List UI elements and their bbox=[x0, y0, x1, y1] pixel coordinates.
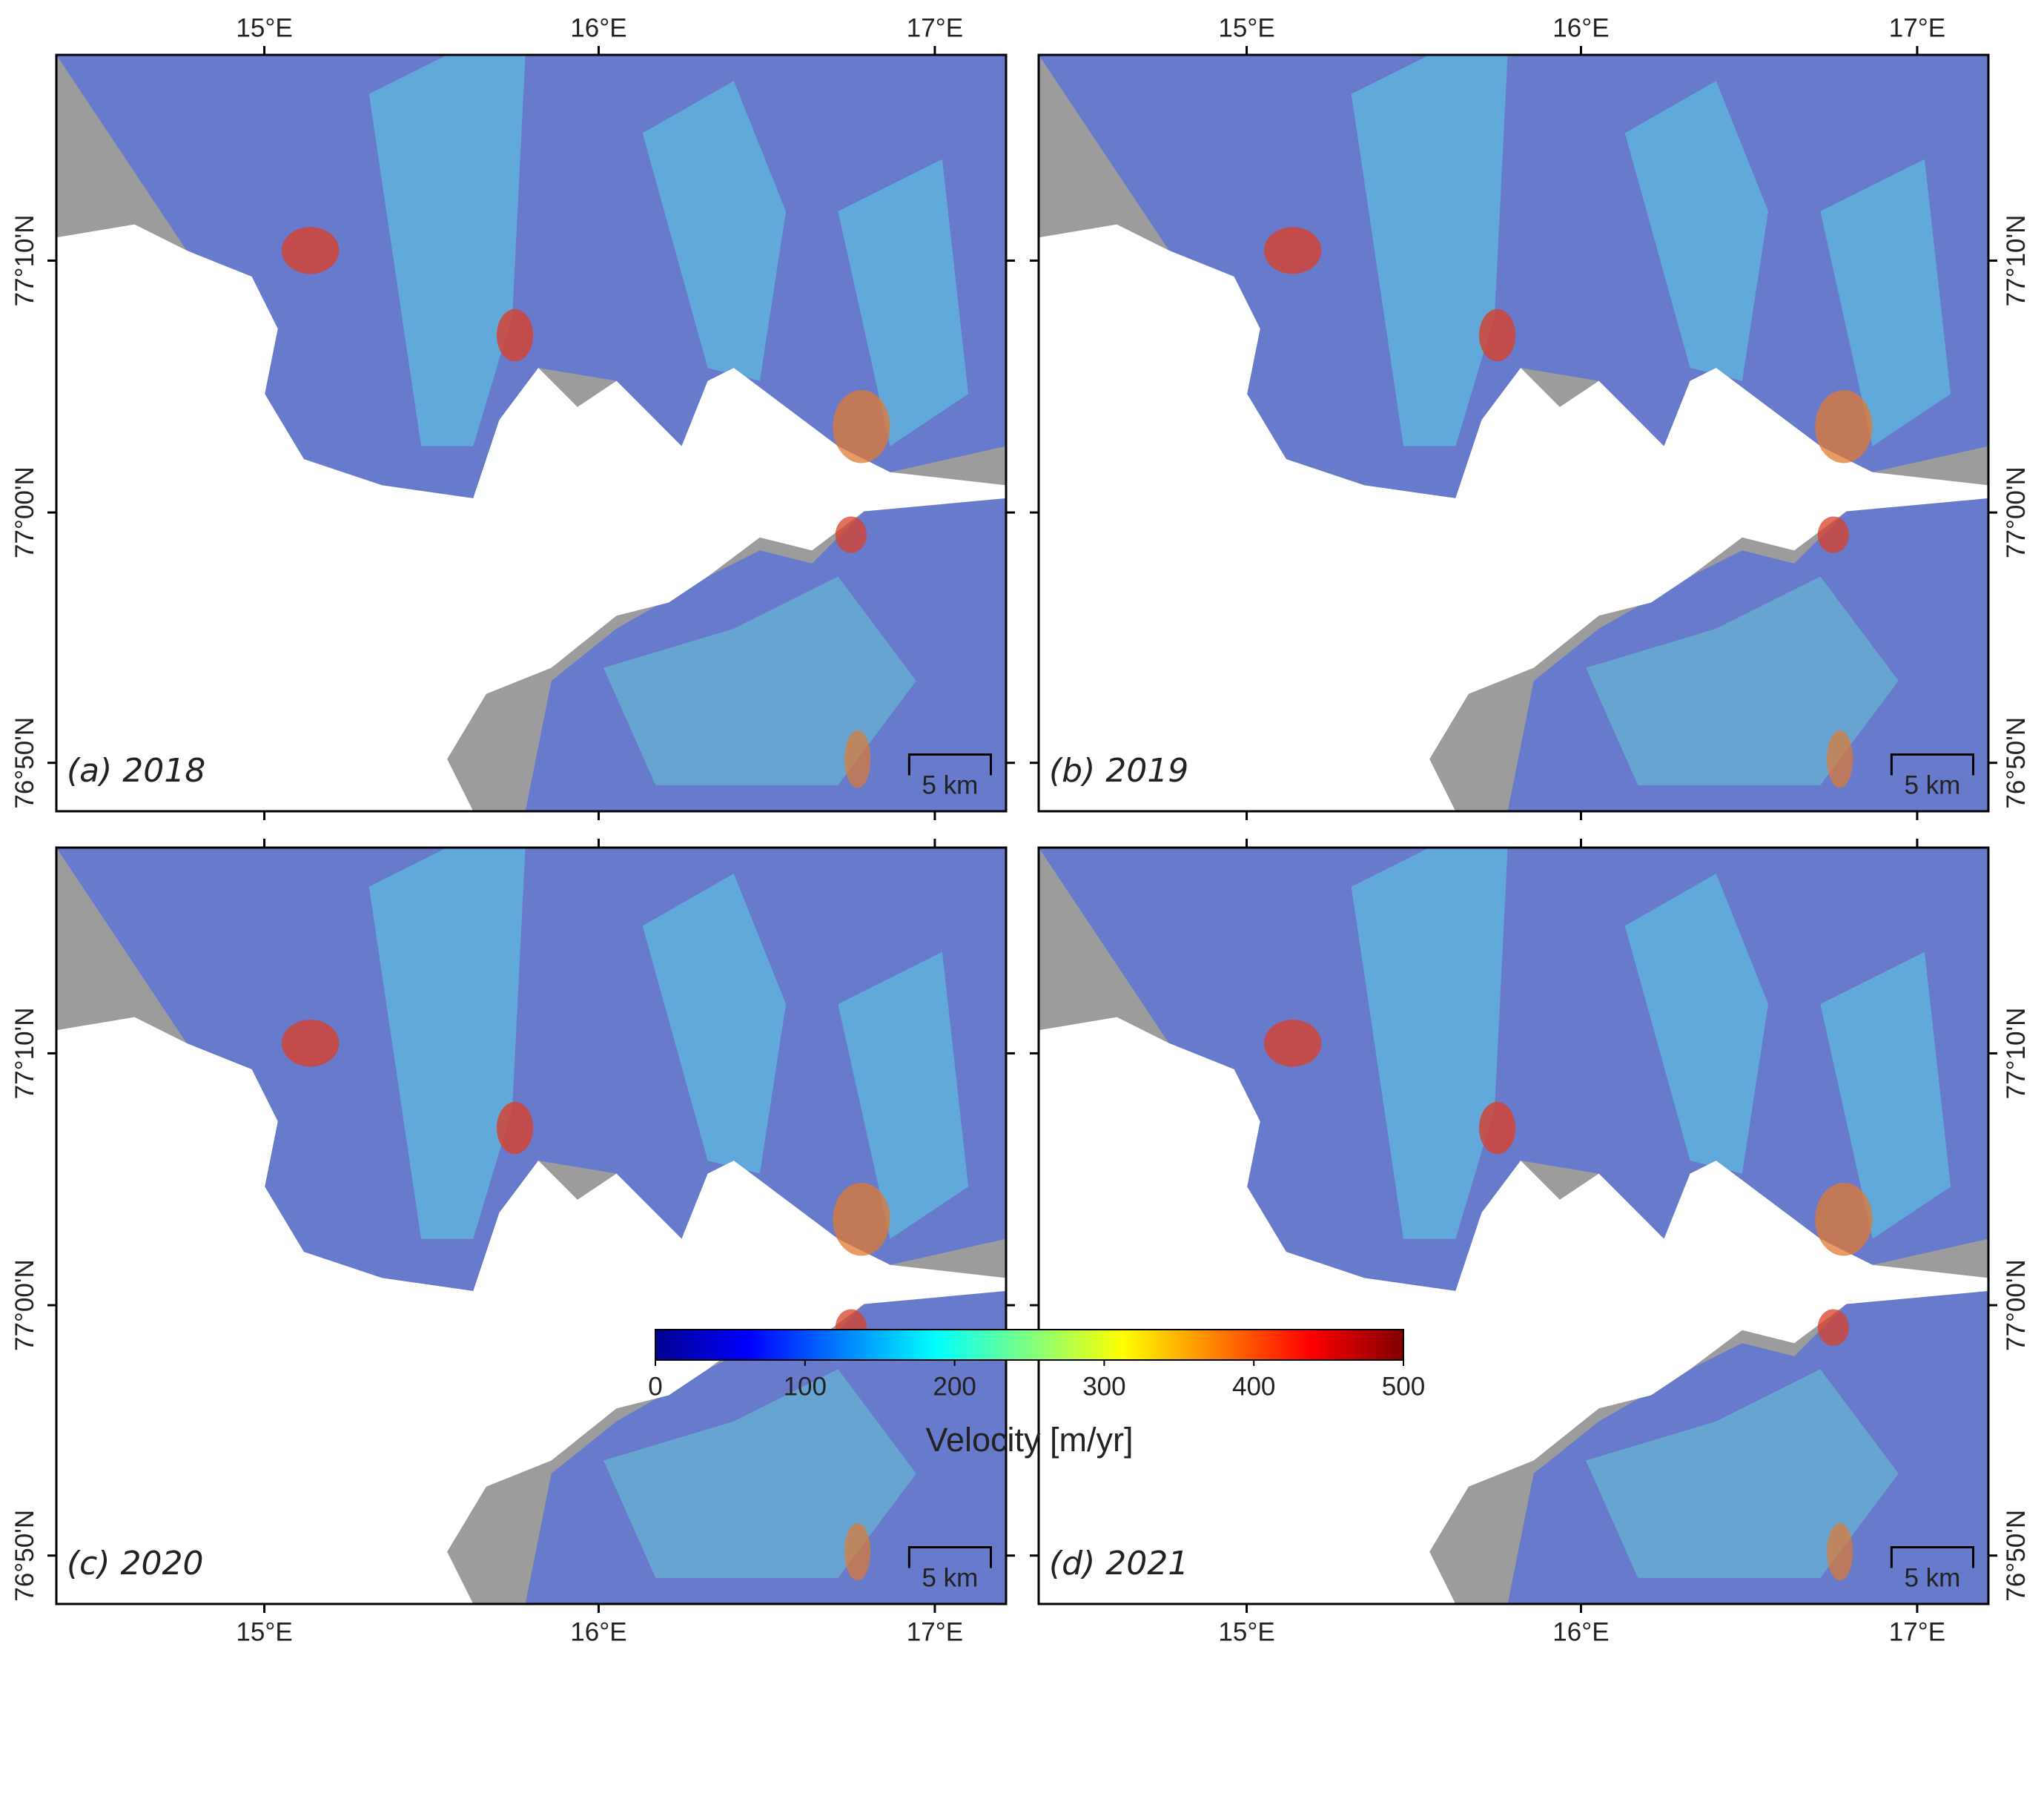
lat-label: 77°10'N bbox=[10, 215, 39, 307]
lon-label: 17°E bbox=[907, 13, 963, 42]
lat-label: 77°00'N bbox=[2002, 1259, 2031, 1351]
panel-frame bbox=[55, 53, 1008, 813]
colorbar bbox=[655, 1329, 1404, 1361]
lat-label: 76°50'N bbox=[10, 717, 39, 809]
lon-label: 15°E bbox=[1218, 13, 1274, 42]
panel-frame bbox=[1037, 846, 1990, 1605]
scale-bar bbox=[907, 1546, 992, 1568]
lat-label: 77°00'N bbox=[10, 466, 39, 558]
panel-label: (d) 2021 bbox=[1049, 1545, 1188, 1582]
map-panel: 15°E 16°E 17°E 77°10'N 77°00'N 76°50'N (b) 201… bbox=[1030, 13, 2031, 820]
map-image bbox=[1039, 848, 1988, 1604]
lat-label: 76°50'N bbox=[2002, 1510, 2031, 1602]
colorbar-tick-label: 300 bbox=[1082, 1372, 1125, 1401]
map-panel: 15°E 16°E 17°E 77°10'N 77°00'N 76°50'N (c) 202… bbox=[10, 839, 1015, 1646]
colorbar-tick-label: 0 bbox=[648, 1372, 662, 1401]
scale-label: 5 km bbox=[922, 1564, 978, 1593]
scale-bar bbox=[1890, 1546, 1974, 1568]
scale-label: 5 km bbox=[1904, 1564, 1960, 1593]
lat-label: 77°10'N bbox=[2002, 215, 2031, 307]
scale-bar bbox=[907, 753, 992, 776]
lon-label: 17°E bbox=[907, 1617, 963, 1646]
lat-label: 76°50'N bbox=[2002, 717, 2031, 809]
map-panel: 15°E 16°E 17°E 77°10'N 77°00'N 76°50'N (a) 201… bbox=[10, 13, 1015, 820]
lat-label: 77°00'N bbox=[2002, 466, 2031, 558]
panel-label: (b) 2019 bbox=[1049, 752, 1188, 790]
colorbar-tick-label: 200 bbox=[933, 1372, 976, 1401]
panel-label: (a) 2018 bbox=[67, 752, 205, 790]
map-image bbox=[1039, 55, 1988, 811]
lat-label: 77°10'N bbox=[10, 1008, 39, 1100]
lon-label: 17°E bbox=[1889, 1617, 1945, 1646]
lon-label: 15°E bbox=[236, 13, 292, 42]
panel-frame bbox=[1037, 53, 1990, 813]
map-image bbox=[56, 848, 1006, 1604]
panel-frame bbox=[55, 846, 1008, 1605]
scale-bar bbox=[1890, 753, 1974, 776]
colorbar-label: Velocity [m/yr] bbox=[925, 1421, 1133, 1459]
lat-label: 76°50'N bbox=[10, 1510, 39, 1602]
colorbar-tick-label: 100 bbox=[784, 1372, 827, 1401]
colorbar-tick-label: 500 bbox=[1382, 1372, 1425, 1401]
lat-label: 77°10'N bbox=[2002, 1008, 2031, 1100]
lon-label: 15°E bbox=[236, 1617, 292, 1646]
lon-label: 16°E bbox=[1552, 1617, 1609, 1646]
scale-label: 5 km bbox=[1904, 771, 1960, 800]
lon-label: 15°E bbox=[1218, 1617, 1274, 1646]
lon-label: 16°E bbox=[570, 13, 626, 42]
lat-label: 77°00'N bbox=[10, 1259, 39, 1351]
lon-label: 16°E bbox=[570, 1617, 626, 1646]
map-image bbox=[56, 55, 1006, 811]
lon-label: 16°E bbox=[1552, 13, 1609, 42]
scale-label: 5 km bbox=[922, 771, 978, 800]
map-panel: 15°E 16°E 17°E 77°10'N 77°00'N 76°50'N (d) 202… bbox=[1030, 839, 2031, 1646]
lon-label: 17°E bbox=[1889, 13, 1945, 42]
panel-label: (c) 2020 bbox=[67, 1545, 204, 1582]
colorbar-tick-label: 400 bbox=[1232, 1372, 1275, 1401]
